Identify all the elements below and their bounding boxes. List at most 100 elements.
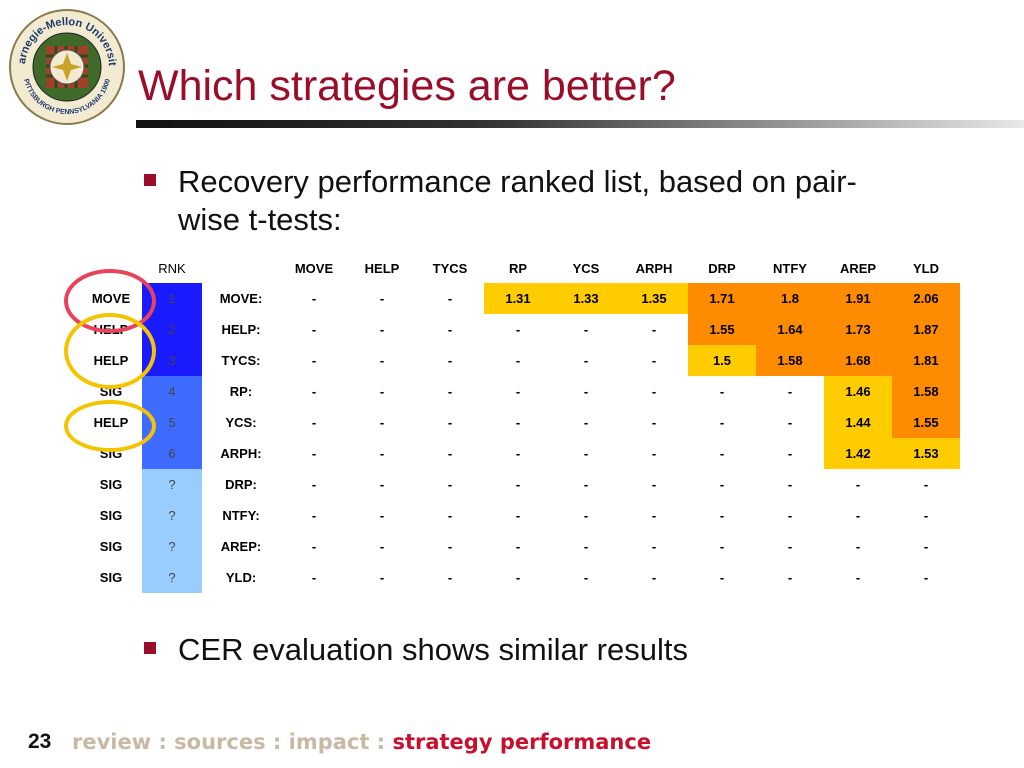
column-header: MOVE — [294, 260, 334, 276]
row-strategy-name: ARPH: — [220, 446, 262, 461]
value-cell: - — [311, 353, 317, 368]
column-header: YCS — [572, 260, 600, 276]
value-cell: - — [651, 539, 657, 554]
value-cell: - — [787, 415, 793, 430]
row-category-label: MOVE — [91, 291, 131, 306]
rank-cell: ? — [142, 531, 202, 562]
table-row: SIG? NTFY: - - - - - - - - - - — [80, 500, 960, 531]
value-cell: - — [583, 415, 589, 430]
value-cell: - — [447, 508, 453, 523]
value-cell: - — [651, 570, 657, 585]
bullet-text-2: CER evaluation shows similar results — [178, 632, 688, 667]
row-category-label: HELP — [93, 322, 129, 337]
value-cell: - — [923, 508, 929, 523]
row-category-label: HELP — [93, 353, 129, 368]
value-cell: - — [447, 415, 453, 430]
value-cell: - — [787, 508, 793, 523]
value-cell: - — [855, 508, 861, 523]
value-cell: - — [651, 508, 657, 523]
value-cell: - — [447, 353, 453, 368]
value-cell: - — [379, 446, 385, 461]
value-cell: 1.31 — [484, 283, 552, 314]
value-cell: - — [719, 539, 725, 554]
value-cell: 1.73 — [824, 314, 892, 345]
table-row: HELP 3 TYCS: - - - - - - 1.5 1.58 1.68 1.81 — [80, 345, 960, 376]
rank-cell: 2 — [142, 314, 202, 345]
value-cell: - — [583, 322, 589, 337]
value-cell: 1.42 — [824, 438, 892, 469]
value-cell: - — [651, 322, 657, 337]
value-cell: 1.44 — [824, 407, 892, 438]
value-cell: - — [447, 477, 453, 492]
table-row: SIG? YLD: - - - - - - - - - - — [80, 562, 960, 593]
column-header: TYCS — [432, 260, 468, 276]
value-cell: 1.33 — [552, 283, 620, 314]
value-cell: - — [379, 384, 385, 399]
row-strategy-name: RP: — [229, 384, 253, 399]
value-cell: - — [311, 446, 317, 461]
value-cell: - — [515, 477, 521, 492]
value-cell: - — [311, 291, 317, 306]
value-cell: - — [379, 353, 385, 368]
value-cell: - — [447, 539, 453, 554]
row-strategy-name: NTFY: — [222, 508, 260, 523]
value-cell: - — [651, 384, 657, 399]
value-cell: - — [311, 415, 317, 430]
breadcrumb-impact: impact — [288, 730, 370, 754]
value-cell: 1.55 — [688, 314, 756, 345]
value-cell: - — [515, 570, 521, 585]
row-strategy-name: AREP: — [220, 539, 262, 554]
value-cell: - — [583, 539, 589, 554]
table-row: MOVE 1 MOVE: - - - 1.31 1.33 1.35 1.71 1.8 1.91 2.06 — [80, 283, 960, 314]
column-header: HELP — [364, 260, 400, 276]
table-row: SIG? AREP: - - - - - - - - - - — [80, 531, 960, 562]
value-cell: 2.06 — [892, 283, 960, 314]
value-cell: - — [583, 477, 589, 492]
row-category-label: SIG — [99, 508, 123, 523]
breadcrumb-sources: sources — [174, 730, 266, 754]
value-cell: 1.71 — [688, 283, 756, 314]
table-row: SIG 6 ARPH: - - - - - - - - 1.42 1.53 — [80, 438, 960, 469]
value-cell: - — [583, 353, 589, 368]
footer-breadcrumb: review : sources : impact : strategy per… — [72, 730, 651, 754]
value-cell: - — [447, 446, 453, 461]
value-cell: - — [923, 477, 929, 492]
value-cell: - — [719, 477, 725, 492]
rank-cell: 5 — [142, 407, 202, 438]
value-cell: - — [515, 508, 521, 523]
table-row: HELP 5 YCS: - - - - - - - - 1.44 1.55 — [80, 407, 960, 438]
value-cell: - — [515, 415, 521, 430]
row-strategy-name: DRP: — [225, 477, 257, 492]
value-cell: 1.53 — [892, 438, 960, 469]
value-cell: - — [515, 353, 521, 368]
value-cell: - — [379, 477, 385, 492]
bullet-square-icon — [144, 174, 156, 186]
value-cell: - — [447, 291, 453, 306]
value-cell: 1.55 — [892, 407, 960, 438]
value-cell: - — [651, 477, 657, 492]
value-cell: - — [651, 446, 657, 461]
value-cell: 1.87 — [892, 314, 960, 345]
value-cell: - — [787, 477, 793, 492]
row-strategy-name: HELP: — [221, 322, 261, 337]
value-cell: - — [855, 539, 861, 554]
value-cell: - — [651, 353, 657, 368]
rank-cell: ? — [142, 562, 202, 593]
rank-cell: 6 — [142, 438, 202, 469]
title-underline — [136, 120, 1024, 128]
value-cell: - — [515, 446, 521, 461]
ranking-table: RNK MOVE HELP TYCS RP YCS ARPH DRP NTFY AREP YLD MO… — [80, 253, 960, 593]
bullet-square-icon-2 — [144, 642, 156, 654]
value-cell: 1.81 — [892, 345, 960, 376]
value-cell: - — [923, 539, 929, 554]
column-header: AREP — [839, 260, 877, 276]
value-cell: - — [719, 415, 725, 430]
header-blank — [80, 253, 142, 283]
column-header: NTFY — [773, 260, 807, 276]
value-cell: - — [787, 384, 793, 399]
value-cell: 1.35 — [620, 283, 688, 314]
rnk-header: RNK — [158, 260, 186, 276]
rank-cell: ? — [142, 469, 202, 500]
breadcrumb-current: strategy performance — [392, 730, 652, 754]
value-cell: - — [719, 384, 725, 399]
